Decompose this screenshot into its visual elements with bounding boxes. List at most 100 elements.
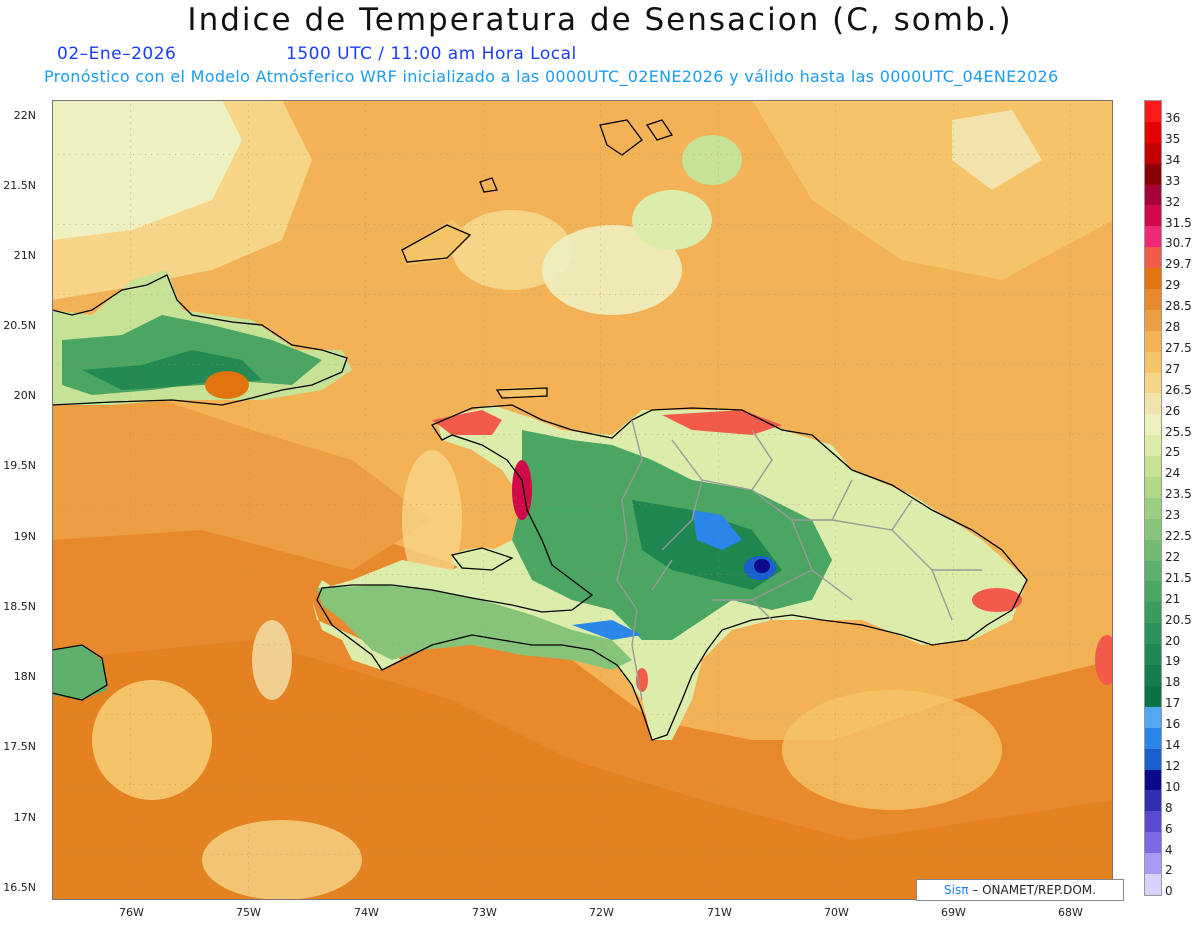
- credit-box: Sisπ – ONAMET/REP.DOM.: [916, 879, 1124, 901]
- lat-label: 16.5N: [3, 881, 36, 894]
- colorbar-swatch: [1145, 685, 1161, 707]
- colorbar-swatch: [1145, 435, 1161, 457]
- lon-label: 74W: [354, 906, 379, 919]
- colorbar-label: 23: [1165, 508, 1181, 523]
- lat-label: 19.5N: [3, 459, 36, 472]
- lon-label: 76W: [119, 906, 144, 919]
- colorbar-label: 21.5: [1165, 570, 1192, 585]
- colorbar-label: 21: [1165, 591, 1181, 606]
- lat-label: 21.5N: [3, 179, 36, 192]
- colorbar-swatch: [1145, 372, 1161, 394]
- map-canvas: [52, 100, 1113, 900]
- colorbar-swatch: [1145, 581, 1161, 603]
- lat-label: 21N: [13, 249, 36, 262]
- colorbar-label: 2: [1165, 863, 1173, 878]
- lon-label: 75W: [236, 906, 261, 919]
- lat-label: 18.5N: [3, 600, 36, 613]
- colorbar-swatch: [1145, 811, 1161, 833]
- colorbar-swatch: [1145, 309, 1161, 331]
- colorbar-swatch: [1145, 560, 1161, 582]
- lon-label: 71W: [707, 906, 732, 919]
- colorbar-label: 6: [1165, 821, 1173, 836]
- colorbar-swatch: [1145, 414, 1161, 436]
- colorbar-label: 16: [1165, 717, 1181, 732]
- colorbar-swatch: [1145, 456, 1161, 478]
- colorbar-label: 18: [1165, 675, 1181, 690]
- colorbar-swatch: [1145, 623, 1161, 645]
- colorbar-label: 29.7: [1165, 257, 1192, 272]
- colorbar-label: 27: [1165, 361, 1181, 376]
- colorbar-swatch: [1145, 539, 1161, 561]
- colorbar-label: 28.5: [1165, 299, 1192, 314]
- colorbar-swatch: [1145, 644, 1161, 666]
- colorbar-label: 36: [1165, 111, 1181, 125]
- colorbar-label: 22: [1165, 549, 1181, 564]
- colorbar-label: 23.5: [1165, 487, 1192, 502]
- colorbar-label: 25.5: [1165, 424, 1192, 439]
- time-label: 1500 UTC / 11:00 am Hora Local: [286, 44, 577, 64]
- colorbar-swatch: [1145, 101, 1161, 122]
- colorbar-swatch: [1145, 727, 1161, 749]
- sispi-logo: Sisπ: [944, 883, 969, 897]
- colorbar-label: 17: [1165, 696, 1181, 711]
- colorbar-label: 34: [1165, 152, 1181, 167]
- date-label: 02–Ene–2026: [57, 44, 177, 64]
- map-frame: [52, 100, 1113, 900]
- colorbar-label: 27.5: [1165, 340, 1192, 355]
- colorbar-swatch: [1145, 853, 1161, 874]
- colorbar-label: 30.7: [1165, 236, 1192, 251]
- lon-label: 72W: [589, 906, 614, 919]
- colorbar-label: 25: [1165, 445, 1181, 460]
- colorbar-swatch: [1145, 205, 1161, 227]
- grid-lines: [52, 100, 1113, 900]
- forecast-info: Pronóstico con el Modelo Atmósferico WRF…: [44, 67, 1059, 86]
- colorbar-label: 31.5: [1165, 215, 1192, 230]
- colorbar-swatch: [1145, 289, 1161, 310]
- credit-text: – ONAMET/REP.DOM.: [968, 883, 1096, 897]
- colorbar-label: 4: [1165, 842, 1173, 857]
- colorbar-swatch: [1145, 142, 1161, 164]
- colorbar-label: 26.5: [1165, 382, 1192, 397]
- colorbar-label: 19: [1165, 654, 1181, 669]
- colorbar-swatch: [1145, 748, 1161, 770]
- colorbar-label: 32: [1165, 194, 1181, 209]
- colorbar-label: 22.5: [1165, 529, 1192, 543]
- lat-label: 20.5N: [3, 319, 36, 332]
- colorbar-label: 33: [1165, 173, 1181, 188]
- colorbar-swatch: [1145, 477, 1161, 498]
- colorbar-swatch: [1145, 706, 1161, 728]
- colorbar-label: 0: [1165, 884, 1173, 899]
- colorbar-swatch: [1145, 226, 1161, 248]
- colorbar-swatch: [1145, 268, 1161, 290]
- lat-label: 17.5N: [3, 740, 36, 753]
- colorbar-swatch: [1145, 330, 1161, 352]
- colorbar-label: 29: [1165, 278, 1181, 293]
- colorbar-swatch: [1145, 247, 1161, 269]
- lon-label: 68W: [1058, 906, 1083, 919]
- colorbar-swatch: [1145, 184, 1161, 206]
- colorbar-swatch: [1145, 351, 1161, 373]
- colorbar-swatch: [1145, 873, 1161, 895]
- colorbar-label: 24: [1165, 466, 1181, 481]
- colorbar-swatch: [1145, 163, 1161, 185]
- colorbar-label: 12: [1165, 758, 1181, 773]
- colorbar-swatch: [1145, 602, 1161, 624]
- lat-label: 19N: [13, 530, 36, 543]
- colorbar: [1144, 100, 1162, 896]
- colorbar-swatch: [1145, 121, 1161, 143]
- lat-label: 17N: [13, 811, 36, 824]
- colorbar-label: 10: [1165, 779, 1181, 794]
- colorbar-label: 20.5: [1165, 612, 1192, 627]
- colorbar-swatch: [1145, 497, 1161, 519]
- colorbar-label: 14: [1165, 738, 1181, 752]
- lon-label: 73W: [472, 906, 497, 919]
- colorbar-label: 8: [1165, 800, 1173, 815]
- colorbar-swatch: [1145, 769, 1161, 791]
- lat-label: 22N: [13, 109, 36, 122]
- lon-label: 70W: [824, 906, 849, 919]
- colorbar-swatch: [1145, 518, 1161, 540]
- colorbar-swatch: [1145, 790, 1161, 812]
- colorbar-label: 20: [1165, 633, 1181, 648]
- map-title: Indice de Temperatura de Sensacion (C, s…: [187, 2, 1013, 38]
- colorbar-label: 28: [1165, 320, 1181, 334]
